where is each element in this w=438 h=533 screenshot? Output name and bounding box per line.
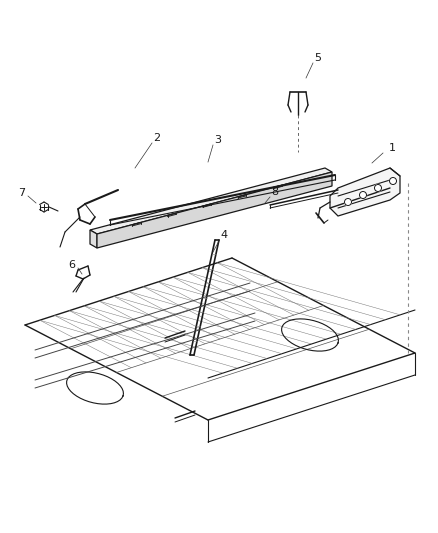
Text: 5: 5 (314, 53, 321, 63)
Text: 4: 4 (220, 230, 228, 240)
Text: 6: 6 (68, 260, 75, 270)
Text: 2: 2 (153, 133, 161, 143)
Polygon shape (330, 168, 400, 216)
Polygon shape (97, 172, 332, 248)
Text: 7: 7 (18, 188, 25, 198)
Text: 1: 1 (389, 143, 396, 153)
Text: 3: 3 (215, 135, 222, 145)
Circle shape (360, 191, 367, 198)
Text: 8: 8 (272, 187, 279, 197)
Polygon shape (90, 230, 97, 248)
Circle shape (345, 198, 352, 206)
Circle shape (374, 184, 381, 191)
Polygon shape (90, 168, 332, 234)
Circle shape (389, 177, 396, 184)
